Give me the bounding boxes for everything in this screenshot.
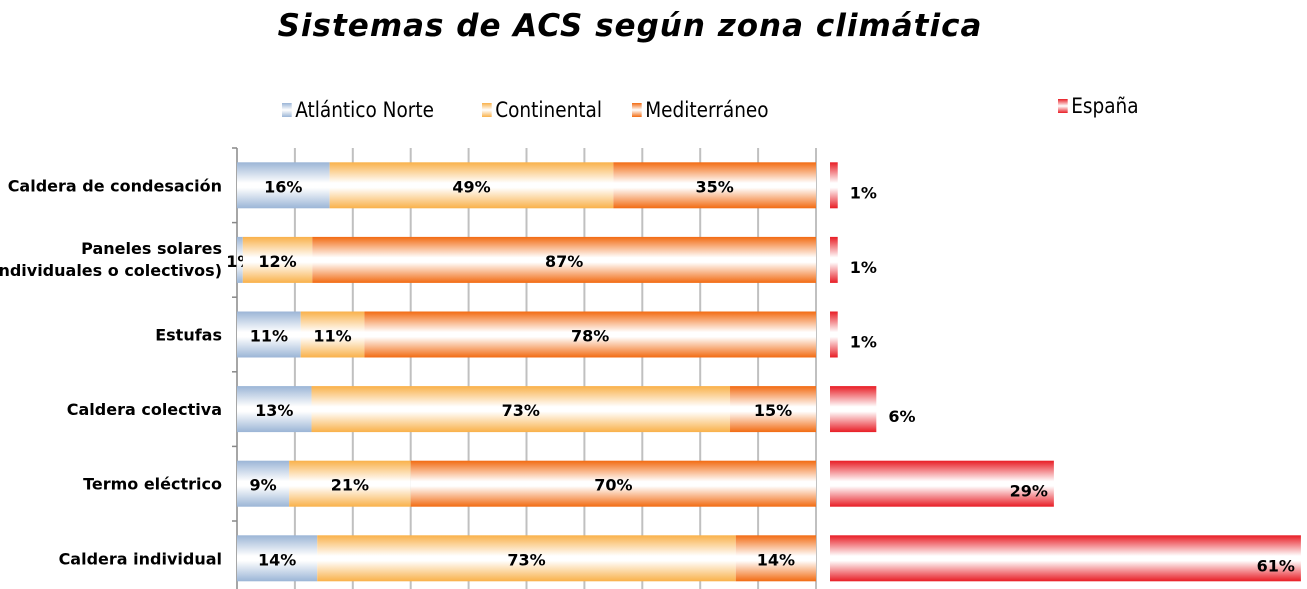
bar-espana [830, 535, 1301, 582]
data-label: 1% [850, 333, 877, 352]
category-label: Caldera individual [59, 549, 222, 568]
legend-item-espana: España [1058, 94, 1139, 118]
data-label: 49% [452, 177, 490, 196]
bar-segment [311, 386, 731, 433]
bar-segment [730, 386, 816, 433]
legend-label: Atlántico Norte [295, 98, 435, 122]
data-label: 1% [850, 183, 877, 202]
legend-label: Mediterráneo [645, 98, 769, 122]
data-label: 29% [1010, 482, 1048, 501]
legend-item-atlantico: Atlántico Norte [282, 98, 434, 122]
bar-segment [329, 162, 614, 209]
data-label: 14% [258, 550, 296, 569]
bar-espana [830, 386, 877, 433]
data-label: 70% [594, 476, 632, 495]
chart-title: Sistemas de ACS según zona climática [277, 8, 983, 44]
category-label: Estufas [155, 326, 222, 345]
bar-espana [830, 311, 838, 358]
bar-segment [300, 311, 365, 358]
category-label-line: Termo eléctrico [83, 475, 222, 494]
data-label: 14% [757, 550, 795, 569]
bar-segment [237, 535, 318, 582]
data-label: 9% [249, 476, 276, 495]
bar-segment [237, 386, 312, 433]
data-label: 11% [250, 327, 288, 346]
legend-swatch [632, 103, 642, 117]
data-label: 73% [502, 401, 540, 420]
category-label: Caldera colectiva [67, 400, 222, 419]
bar-espana [830, 460, 1054, 507]
data-label: 11% [313, 327, 351, 346]
legend-swatch [282, 103, 292, 117]
bar-segment [613, 162, 816, 209]
category-label-line: Caldera de condesación [8, 176, 222, 195]
bar-segment [735, 535, 816, 582]
legend-label: Continental [495, 98, 603, 122]
data-label: 87% [545, 252, 583, 271]
legend-item-mediterraneo: Mediterráneo [632, 98, 769, 122]
data-label: 61% [1257, 556, 1295, 575]
data-label: 12% [258, 252, 296, 271]
data-label: 78% [571, 327, 609, 346]
data-label: 13% [255, 401, 293, 420]
legend-label: España [1071, 94, 1139, 118]
legend-swatch [1058, 99, 1068, 113]
bar-espana [830, 162, 838, 209]
data-label: 73% [507, 550, 545, 569]
category-label-line: Estufas [155, 326, 222, 345]
category-label-line: (individuales o colectivos) [0, 261, 222, 280]
bar-segment [237, 311, 301, 358]
bar-segment [237, 162, 330, 209]
bar-segment [237, 460, 290, 507]
bar-segment [410, 460, 816, 507]
bar-segment [317, 535, 736, 582]
bar-segment [242, 236, 313, 283]
data-label: 16% [264, 177, 302, 196]
category-label-line: Caldera individual [59, 549, 222, 568]
bar-segment [364, 311, 816, 358]
category-label-line: Paneles solares [81, 239, 222, 258]
legend-item-continental: Continental [482, 98, 602, 122]
data-label: 21% [331, 476, 369, 495]
bar-segment [289, 460, 411, 507]
data-label: 15% [754, 401, 792, 420]
category-label: Termo eléctrico [83, 475, 222, 494]
bar-segment [312, 236, 816, 283]
data-label: 35% [696, 177, 734, 196]
bar-espana [830, 236, 838, 283]
data-label: 1% [850, 258, 877, 277]
data-label: 6% [888, 407, 915, 426]
category-label: Paneles solares (individuales o colectivo… [0, 239, 222, 280]
category-label: Caldera de condesación [8, 176, 222, 195]
legend-swatch [482, 103, 492, 117]
category-label-line: Caldera colectiva [67, 400, 222, 419]
bar-segment [237, 236, 243, 283]
